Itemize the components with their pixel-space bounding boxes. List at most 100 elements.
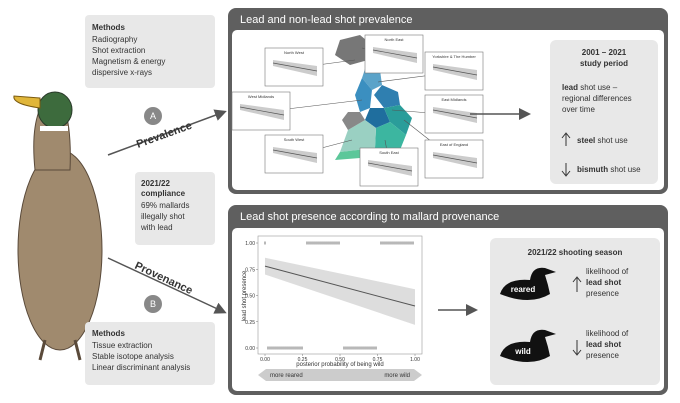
mini-line xyxy=(432,154,478,164)
region-label: North West xyxy=(284,50,305,55)
method: Linear discriminant analysis xyxy=(92,363,190,372)
mini-line xyxy=(432,66,478,76)
mini-band xyxy=(433,107,477,123)
group-label: reared xyxy=(511,285,536,294)
compliance-box xyxy=(135,172,215,245)
compliance-line: with lead xyxy=(140,223,173,232)
method: Shot extraction xyxy=(92,46,145,55)
scale-label: more wild xyxy=(384,373,410,379)
down-arrow xyxy=(561,163,571,177)
summary-line: lead shot use – xyxy=(562,83,618,92)
badge-label: A xyxy=(150,111,156,121)
badge xyxy=(144,107,162,125)
badge xyxy=(144,295,162,313)
region-label: East Midlands xyxy=(441,97,466,102)
panel-title: Lead shot presence according to mallard … xyxy=(240,211,499,223)
likelihood-line: lead shot xyxy=(586,278,621,287)
season-box xyxy=(490,238,660,385)
summary-line: regional differences xyxy=(562,94,632,103)
label: Provenance xyxy=(133,260,195,297)
bold: steel xyxy=(577,136,595,145)
mini-band xyxy=(373,47,417,63)
label: Prevalence xyxy=(135,120,194,151)
mini-line xyxy=(239,106,285,116)
period: study period xyxy=(580,59,628,68)
season-title: 2021/22 shooting season xyxy=(528,248,623,257)
map xyxy=(335,35,412,160)
title: compliance xyxy=(141,189,186,198)
fit-line xyxy=(264,265,416,307)
method: dispersive x-rays xyxy=(92,68,152,77)
arrow xyxy=(107,257,227,314)
up-arrow xyxy=(572,276,582,292)
period: 2001 – 2021 xyxy=(582,48,627,57)
mini-band xyxy=(273,147,317,163)
x-axis-label: posterior probability of being wild xyxy=(296,362,383,368)
methods-box xyxy=(85,15,215,88)
panel-title: Lead and non-lead shot prevalence xyxy=(240,14,412,26)
x-tick-label: 1.00 xyxy=(410,357,420,363)
duck-silhouette xyxy=(500,267,556,300)
x-tick-label: 0.50 xyxy=(335,357,345,363)
title: Methods xyxy=(92,23,125,32)
x-tick-label: 0.25 xyxy=(298,357,308,363)
likelihood-line: presence xyxy=(586,351,619,360)
down-arrow xyxy=(572,340,582,356)
region-label: East of England xyxy=(440,142,468,147)
mini-line xyxy=(272,62,318,72)
method: Stable isotope analysis xyxy=(92,352,174,361)
y-tick-label: 0.50 xyxy=(245,294,255,300)
summary-box xyxy=(550,40,658,184)
mini-band xyxy=(273,60,317,76)
title: Methods xyxy=(92,329,125,338)
summary-line: bismuth shot use xyxy=(577,165,641,174)
likelihood-line: likelihood of xyxy=(586,267,629,276)
badge-label: B xyxy=(150,299,156,309)
method: Tissue extraction xyxy=(92,341,152,350)
region-label: Yorkshire & The Humber xyxy=(432,54,476,59)
bold: lead xyxy=(562,83,578,92)
likelihood-line: likelihood of xyxy=(586,329,629,338)
arrow xyxy=(107,109,227,156)
y-tick-label: 0.00 xyxy=(245,346,255,352)
mini-band xyxy=(433,152,477,168)
x-tick-label: 0.00 xyxy=(260,357,270,363)
y-axis-label: lead shot presence xyxy=(242,270,248,321)
y-tick-label: 1.00 xyxy=(245,241,255,247)
text: shot use xyxy=(610,165,641,174)
compliance-line: 69% mallards xyxy=(141,201,189,210)
method: Magnetism & energy xyxy=(92,57,165,66)
ribbon xyxy=(265,257,415,325)
title: 2021/22 xyxy=(141,179,170,188)
summary-line: steel shot use xyxy=(577,136,628,145)
compliance-line: illegally shot xyxy=(141,212,185,221)
mini-line xyxy=(272,149,318,159)
bold: bismuth xyxy=(577,165,608,174)
likelihood-line: presence xyxy=(586,289,619,298)
scale-label: more reared xyxy=(270,373,303,379)
methods-box xyxy=(85,322,215,385)
mini-band xyxy=(368,160,412,176)
region-label: North East xyxy=(385,37,405,42)
region-label: South West xyxy=(284,137,305,142)
region-label: West Midlands xyxy=(248,94,274,99)
method: Radiography xyxy=(92,35,137,44)
text: shot use – xyxy=(580,83,617,92)
region-label: South East xyxy=(379,150,399,155)
summary-line: over time xyxy=(562,105,595,114)
up-arrow xyxy=(561,132,571,146)
x-tick-label: 0.75 xyxy=(373,357,383,363)
group-label: wild xyxy=(514,347,531,356)
duck-silhouette xyxy=(500,329,556,362)
scale-arrow xyxy=(258,369,422,381)
mini-line xyxy=(372,49,418,59)
mini-band xyxy=(433,64,477,80)
duck xyxy=(13,91,103,361)
mini-line xyxy=(367,162,413,172)
y-tick-label: 0.25 xyxy=(245,320,255,326)
mini-line xyxy=(432,109,478,119)
text: shot use xyxy=(597,136,628,145)
y-tick-label: 0.75 xyxy=(245,267,255,273)
mini-band xyxy=(240,104,284,120)
